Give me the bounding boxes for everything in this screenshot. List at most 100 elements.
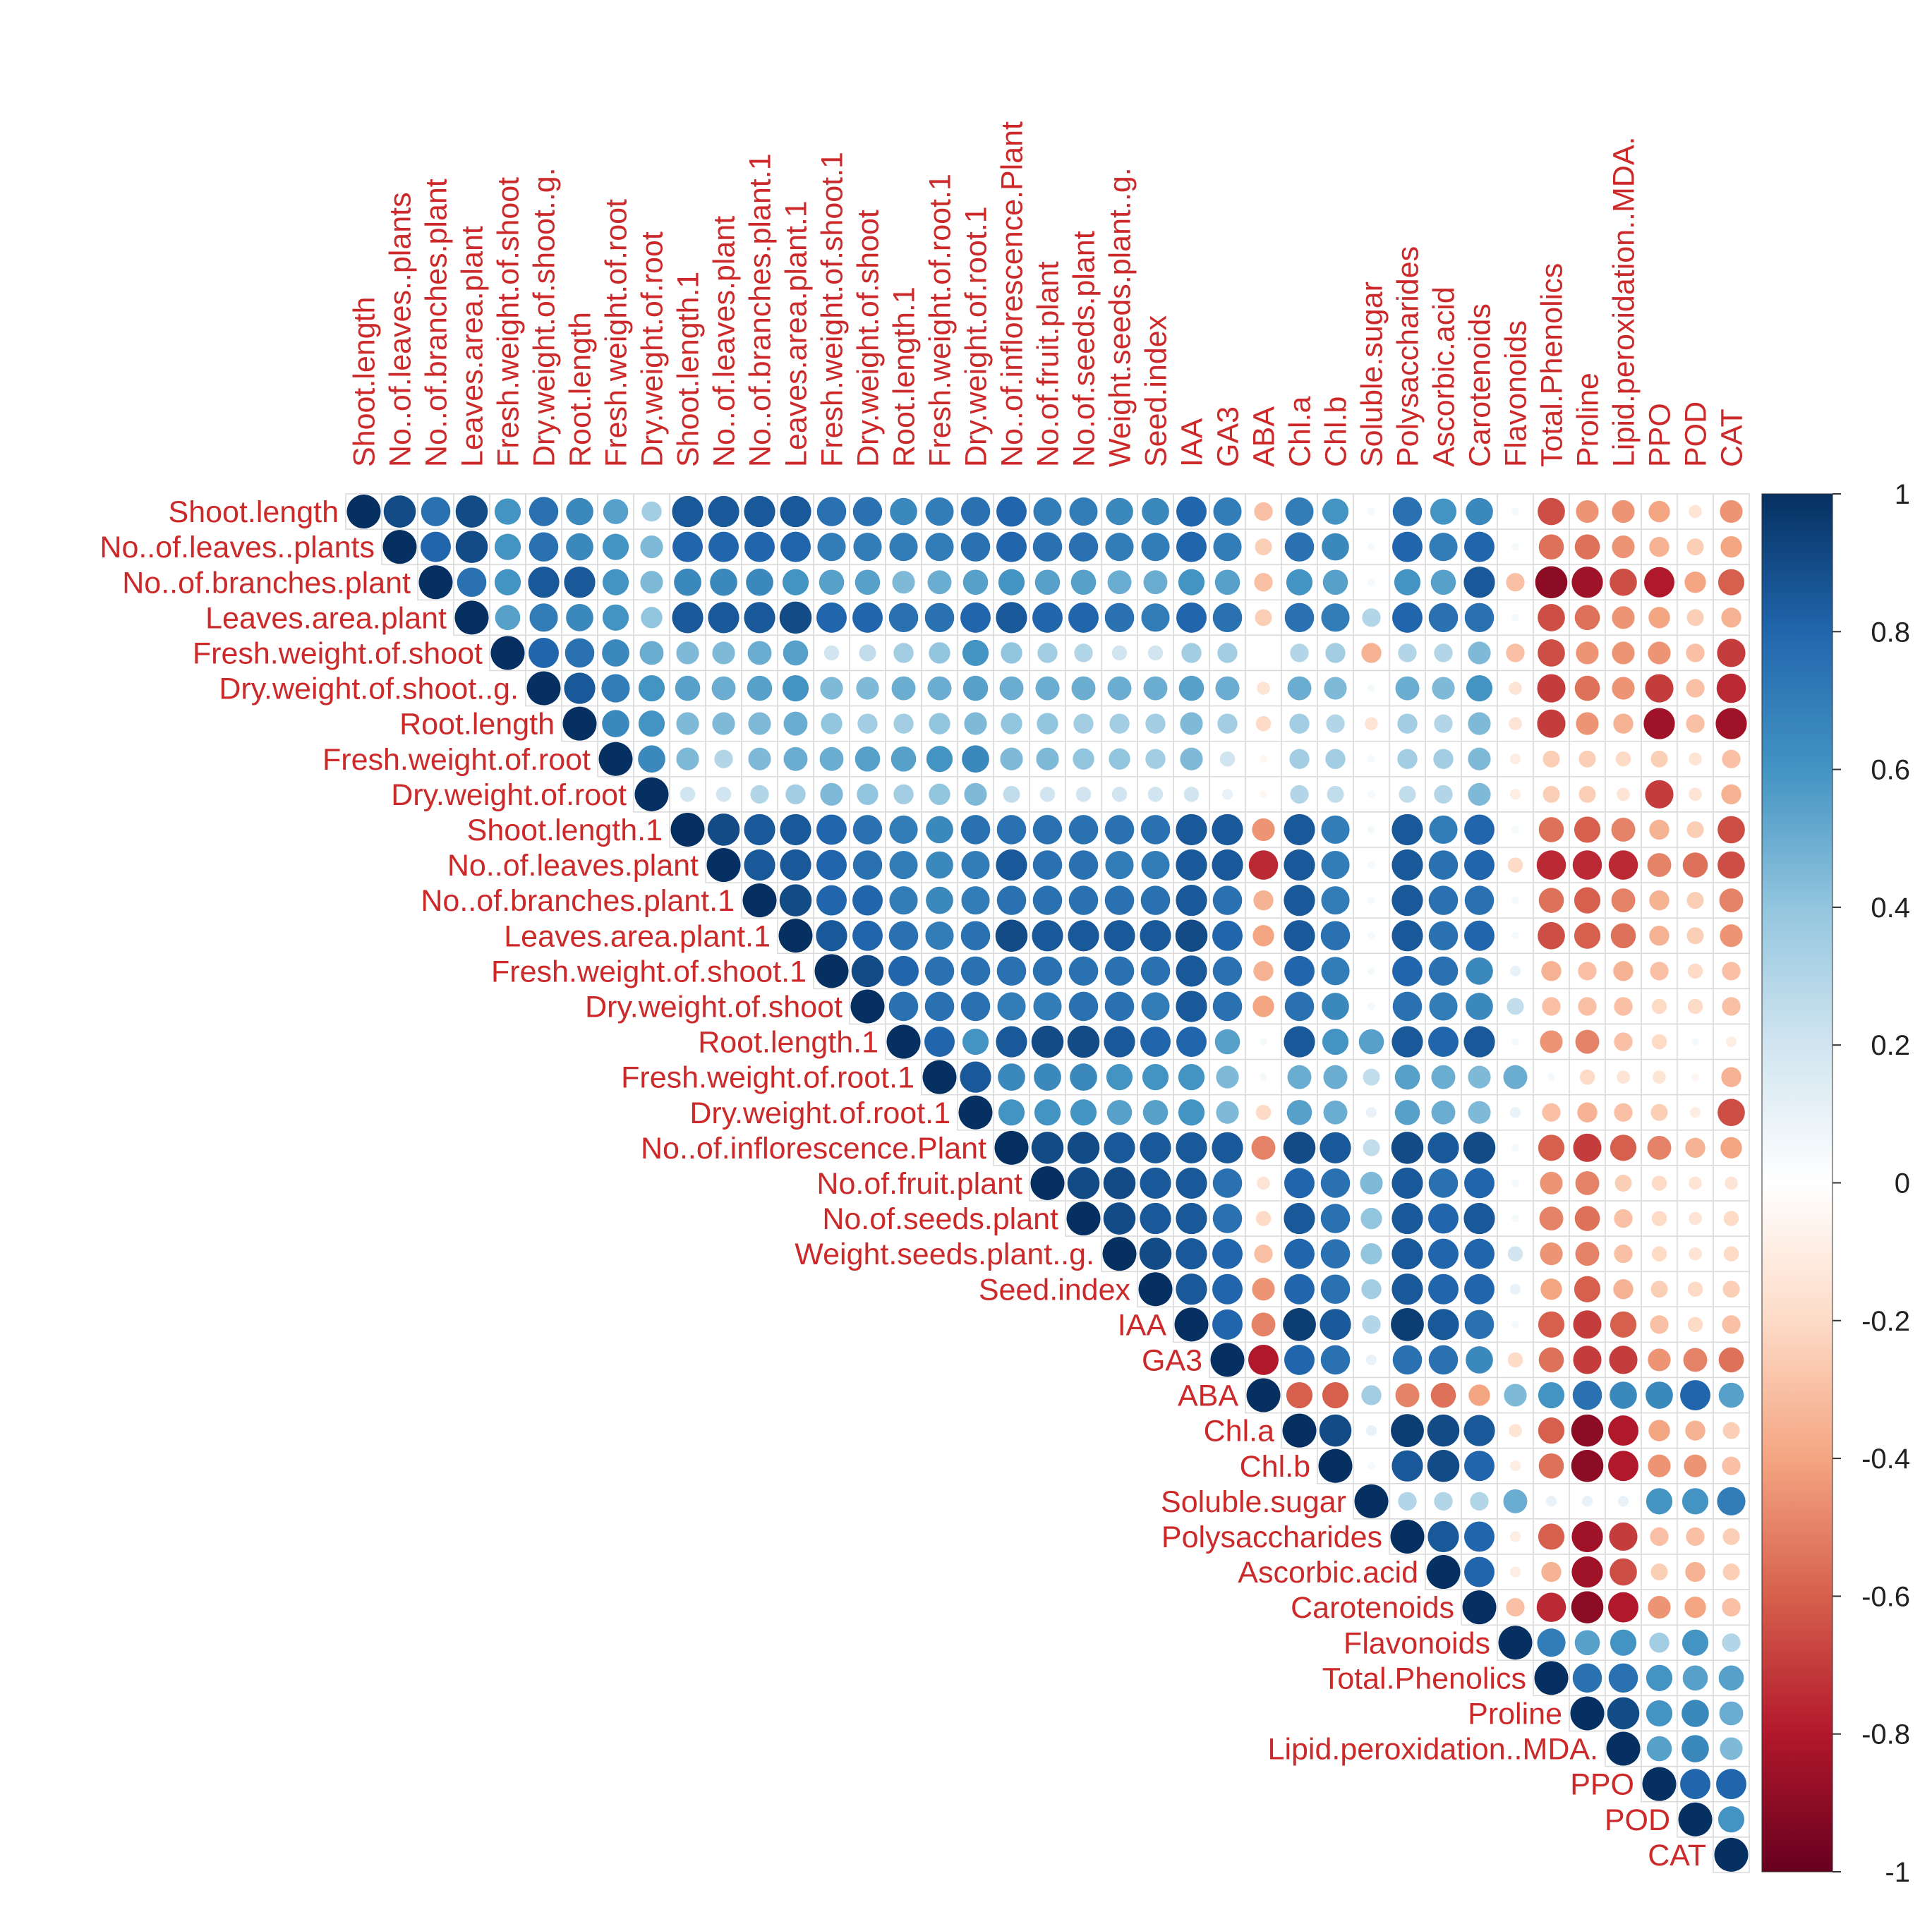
- correlation-dot: Fresh.weight.of.root.1 / POD: -0.05: [1691, 1073, 1699, 1082]
- correlation-dot: Chl.a / Polysaccharides: 0.95: [1391, 1414, 1424, 1448]
- colorbar-tick-label: 0.8: [1871, 617, 1910, 648]
- correlation-dot: Shoot.length.1 / Dry.weight.of.shoot: 0.…: [852, 815, 883, 845]
- correlation-dot: Leaves.area.plant / No.of.seeds.plant: 0…: [1068, 602, 1099, 633]
- correlation-dot: Soluble.sugar / PPO: 0.6: [1646, 1488, 1673, 1515]
- correlation-dot: IAA / CAT: -0.3: [1722, 1315, 1741, 1334]
- correlation-dot: Fresh.weight.of.root / Ascorbic.acid: 0.…: [1433, 749, 1454, 769]
- correlation-dot: Leaves.area.plant.1 / Root.length.1: 0.7…: [888, 921, 919, 951]
- correlation-dot: Leaves.area.plant.1 / Weight.seeds.plant…: [1104, 920, 1135, 952]
- row-label: No.of.seeds.plant: [822, 1202, 1058, 1236]
- correlation-dot: Fresh.weight.of.shoot / Fresh.weight.of.…: [602, 639, 629, 667]
- correlation-dot: Proline / PPO: 0.6: [1646, 1700, 1673, 1727]
- correlation-dot: Leaves.area.plant / Dry.weight.of.shoot:…: [852, 602, 883, 633]
- correlation-dot: Shoot.length / Chl.b: 0.6: [1322, 498, 1349, 525]
- correlation-dot: Chl.a / Chl.a: 1: [1282, 1413, 1317, 1448]
- correlation-dot: Dry.weight.of.root / Polysaccharides: 0.…: [1399, 785, 1416, 803]
- correlation-dot: ABA / Lipid.peroxidation..MDA.: 0.65: [1610, 1381, 1637, 1409]
- correlation-dot: Fresh.weight.of.shoot / Fresh.weight.of.…: [929, 642, 950, 664]
- correlation-dot: Root.length / No.of.seeds.plant: 0.35: [1073, 713, 1094, 734]
- correlation-dot: Dry.weight.of.shoot..g. / Dry.weight.of.…: [526, 671, 561, 706]
- correlation-dot: Seed.index / Flavonoids: 0.1: [1509, 1283, 1521, 1295]
- correlation-dot: No..of.inflorescence.Plant / Carotenoids…: [1463, 1132, 1496, 1164]
- correlation-circles: Shoot.length / Shoot.length: 1Shoot.leng…: [346, 495, 1749, 1872]
- correlation-dot: Shoot.length / GA3: 0.7: [1213, 497, 1242, 526]
- correlation-dot: Polysaccharides / Ascorbic.acid: 0.85: [1427, 1520, 1459, 1553]
- colorbar-tick-label: -1: [1885, 1857, 1910, 1888]
- correlation-dot: IAA / Soluble.sugar: 0.3: [1362, 1315, 1381, 1334]
- correlation-dot: No.of.fruit.plant / Seed.index: 0.85: [1140, 1167, 1171, 1199]
- correlation-dot: Leaves.area.plant / Dry.weight.of.root.1…: [960, 602, 991, 633]
- correlation-dot: Root.length / Total.Phenolics: -0.7: [1537, 709, 1566, 738]
- correlation-dot: No..of.leaves..plants / Seed.index: 0.7: [1141, 533, 1170, 562]
- column-label: IAA: [1176, 418, 1209, 467]
- correlation-dot: IAA / Lipid.peroxidation..MDA.: -0.6: [1610, 1311, 1637, 1338]
- correlation-dot: Flavonoids / Flavonoids: 1: [1498, 1626, 1533, 1660]
- correlation-dot: Dry.weight.of.shoot..g. / Leaves.area.pl…: [782, 674, 809, 702]
- correlation-dot: No.of.seeds.plant / Ascorbic.acid: 0.8: [1428, 1203, 1459, 1234]
- row-label: Proline: [1468, 1697, 1562, 1731]
- correlation-dot: Dry.weight.of.shoot / No..of.inflorescen…: [997, 992, 1026, 1021]
- correlation-dot: No..of.branches.plant.1 / Leaves.area.pl…: [779, 884, 812, 916]
- correlation-dot: Fresh.weight.of.shoot.1 / Dry.weight.of.…: [960, 956, 991, 986]
- correlation-dot: Fresh.weight.of.shoot.1 / Fresh.weight.o…: [924, 956, 955, 986]
- correlation-dot: Fresh.weight.of.root / No..of.branches.p…: [748, 747, 771, 770]
- column-labels: Shoot.length No..of.leaves..plants No..of.…: [348, 121, 1749, 467]
- correlation-dot: No..of.inflorescence.Plant / Flavonoids:…: [1511, 1144, 1519, 1152]
- correlation-dot: Dry.weight.of.root.1 / Proline: -0.35: [1577, 1102, 1598, 1123]
- correlation-dot: Dry.weight.of.root.1 / No.of.seeds.plant…: [1070, 1099, 1097, 1126]
- row-label: Leaves.area.plant.1: [504, 919, 771, 953]
- correlation-dot: Root.length.1 / Seed.index: 0.8: [1140, 1027, 1171, 1058]
- correlation-dot: No..of.leaves.plant / Weight.seeds.plant…: [1105, 850, 1134, 880]
- correlation-dot: No..of.inflorescence.Plant / Weight.seed…: [1104, 1132, 1135, 1163]
- correlation-dot: Shoot.length / Carotenoids: 0.65: [1466, 497, 1493, 526]
- correlation-dot: Chl.b / Polysaccharides: 0.85: [1391, 1450, 1423, 1482]
- correlation-dot: Fresh.weight.of.root / Soluble.sugar: 0.…: [1368, 755, 1375, 763]
- correlation-dot: Fresh.weight.of.shoot / Proline: -0.45: [1576, 641, 1599, 665]
- colorbar-tick-label: -0.4: [1861, 1444, 1910, 1475]
- correlation-dot: Chl.b / Proline: -0.9: [1571, 1449, 1604, 1482]
- correlation-dot: Shoot.length / Proline: -0.45: [1576, 500, 1599, 524]
- correlation-dot: Lipid.peroxidation..MDA. / Lipid.peroxid…: [1606, 1731, 1641, 1766]
- correlation-dot: Fresh.weight.of.shoot / Polysaccharides:…: [1398, 643, 1417, 662]
- correlation-dot: Shoot.length.1 / Lipid.peroxidation..MDA…: [1611, 817, 1636, 842]
- correlation-dot: No.of.fruit.plant / Carotenoids: 0.8: [1464, 1168, 1495, 1199]
- correlation-dot: No..of.leaves..plants / Polysaccharides:…: [1392, 531, 1423, 562]
- correlation-dot: Fresh.weight.of.root.1 / No.of.seeds.pla…: [1070, 1063, 1097, 1091]
- correlation-dot: Seed.index / Carotenoids: 0.8: [1464, 1273, 1495, 1305]
- column-label: No..of.branches.plant: [420, 179, 454, 467]
- correlation-dot: Dry.weight.of.root / POD: -0.15: [1689, 787, 1702, 801]
- correlation-dot: Chl.a / CAT: -0.25: [1722, 1422, 1740, 1439]
- correlation-dot: Weight.seeds.plant..g. / Flavonoids: 0.2: [1507, 1246, 1523, 1261]
- correlation-dot: No..of.leaves..plants / Fresh.weight.of.…: [602, 533, 629, 560]
- correlation-dot: Fresh.weight.of.shoot.1 / Root.length.1:…: [888, 955, 919, 986]
- correlation-dot: Shoot.length.1 / CAT: -0.65: [1717, 816, 1745, 844]
- correlation-dot: No.of.seeds.plant / Carotenoids: 0.85: [1463, 1202, 1495, 1235]
- correlation-dot: Root.length.1 / Chl.b: 0.6: [1322, 1028, 1349, 1055]
- correlation-dot: Shoot.length / No..of.leaves.plant: 0.85: [708, 495, 739, 528]
- correlation-dot: No..of.leaves..plants / IAA: 0.8: [1176, 531, 1207, 562]
- correlation-dot: No..of.leaves..plants / Fresh.weight.of.…: [817, 533, 846, 562]
- correlation-dot: Leaves.area.plant / Flavonoids: 0.05: [1511, 613, 1519, 622]
- correlation-dot: Leaves.area.plant / Weight.seeds.plant..…: [1104, 603, 1135, 633]
- correlation-dot: Shoot.length.1 / Leaves.area.plant.1: 0.…: [780, 813, 811, 846]
- grid-cell: [1353, 1130, 1390, 1166]
- colorbar-tick-label: 0: [1895, 1168, 1910, 1199]
- correlation-dot: Shoot.length / Total.Phenolics: -0.65: [1538, 497, 1565, 526]
- correlation-dot: Dry.weight.of.shoot / ABA: -0.4: [1252, 996, 1274, 1017]
- row-label: Fresh.weight.of.shoot.1: [491, 955, 807, 988]
- correlation-dot: Fresh.weight.of.shoot.1 / Total.Phenolic…: [1541, 961, 1562, 981]
- correlation-dot: Seed.index / Polysaccharides: 0.85: [1391, 1273, 1423, 1305]
- correlation-dot: Root.length.1 / CAT: -0.1: [1725, 1036, 1737, 1048]
- correlation-dot: No..of.leaves.plant / No.of.seeds.plant:…: [1068, 850, 1099, 880]
- column-label: Seed.index: [1140, 315, 1173, 467]
- grid-cell: [1713, 1165, 1750, 1202]
- correlation-dot: No..of.branches.plant.1 / No..of.branche…: [742, 883, 777, 918]
- correlation-dot: Dry.weight.of.shoot / Dry.weight.of.shoo…: [850, 989, 885, 1024]
- correlation-dot: Leaves.area.plant.1 / Polysaccharides: 0…: [1391, 920, 1423, 952]
- correlation-dot: GA3 / Polysaccharides: 0.75: [1392, 1345, 1423, 1375]
- correlation-dot: Dry.weight.of.root.1 / Soluble.sugar: 0.…: [1365, 1107, 1377, 1118]
- correlation-dot: Leaves.area.plant / Fresh.weight.of.root…: [602, 604, 629, 631]
- correlation-dot: Fresh.weight.of.shoot / Fresh.weight.of.…: [490, 636, 525, 670]
- column-label: Leaves.area.plant.1: [780, 200, 814, 467]
